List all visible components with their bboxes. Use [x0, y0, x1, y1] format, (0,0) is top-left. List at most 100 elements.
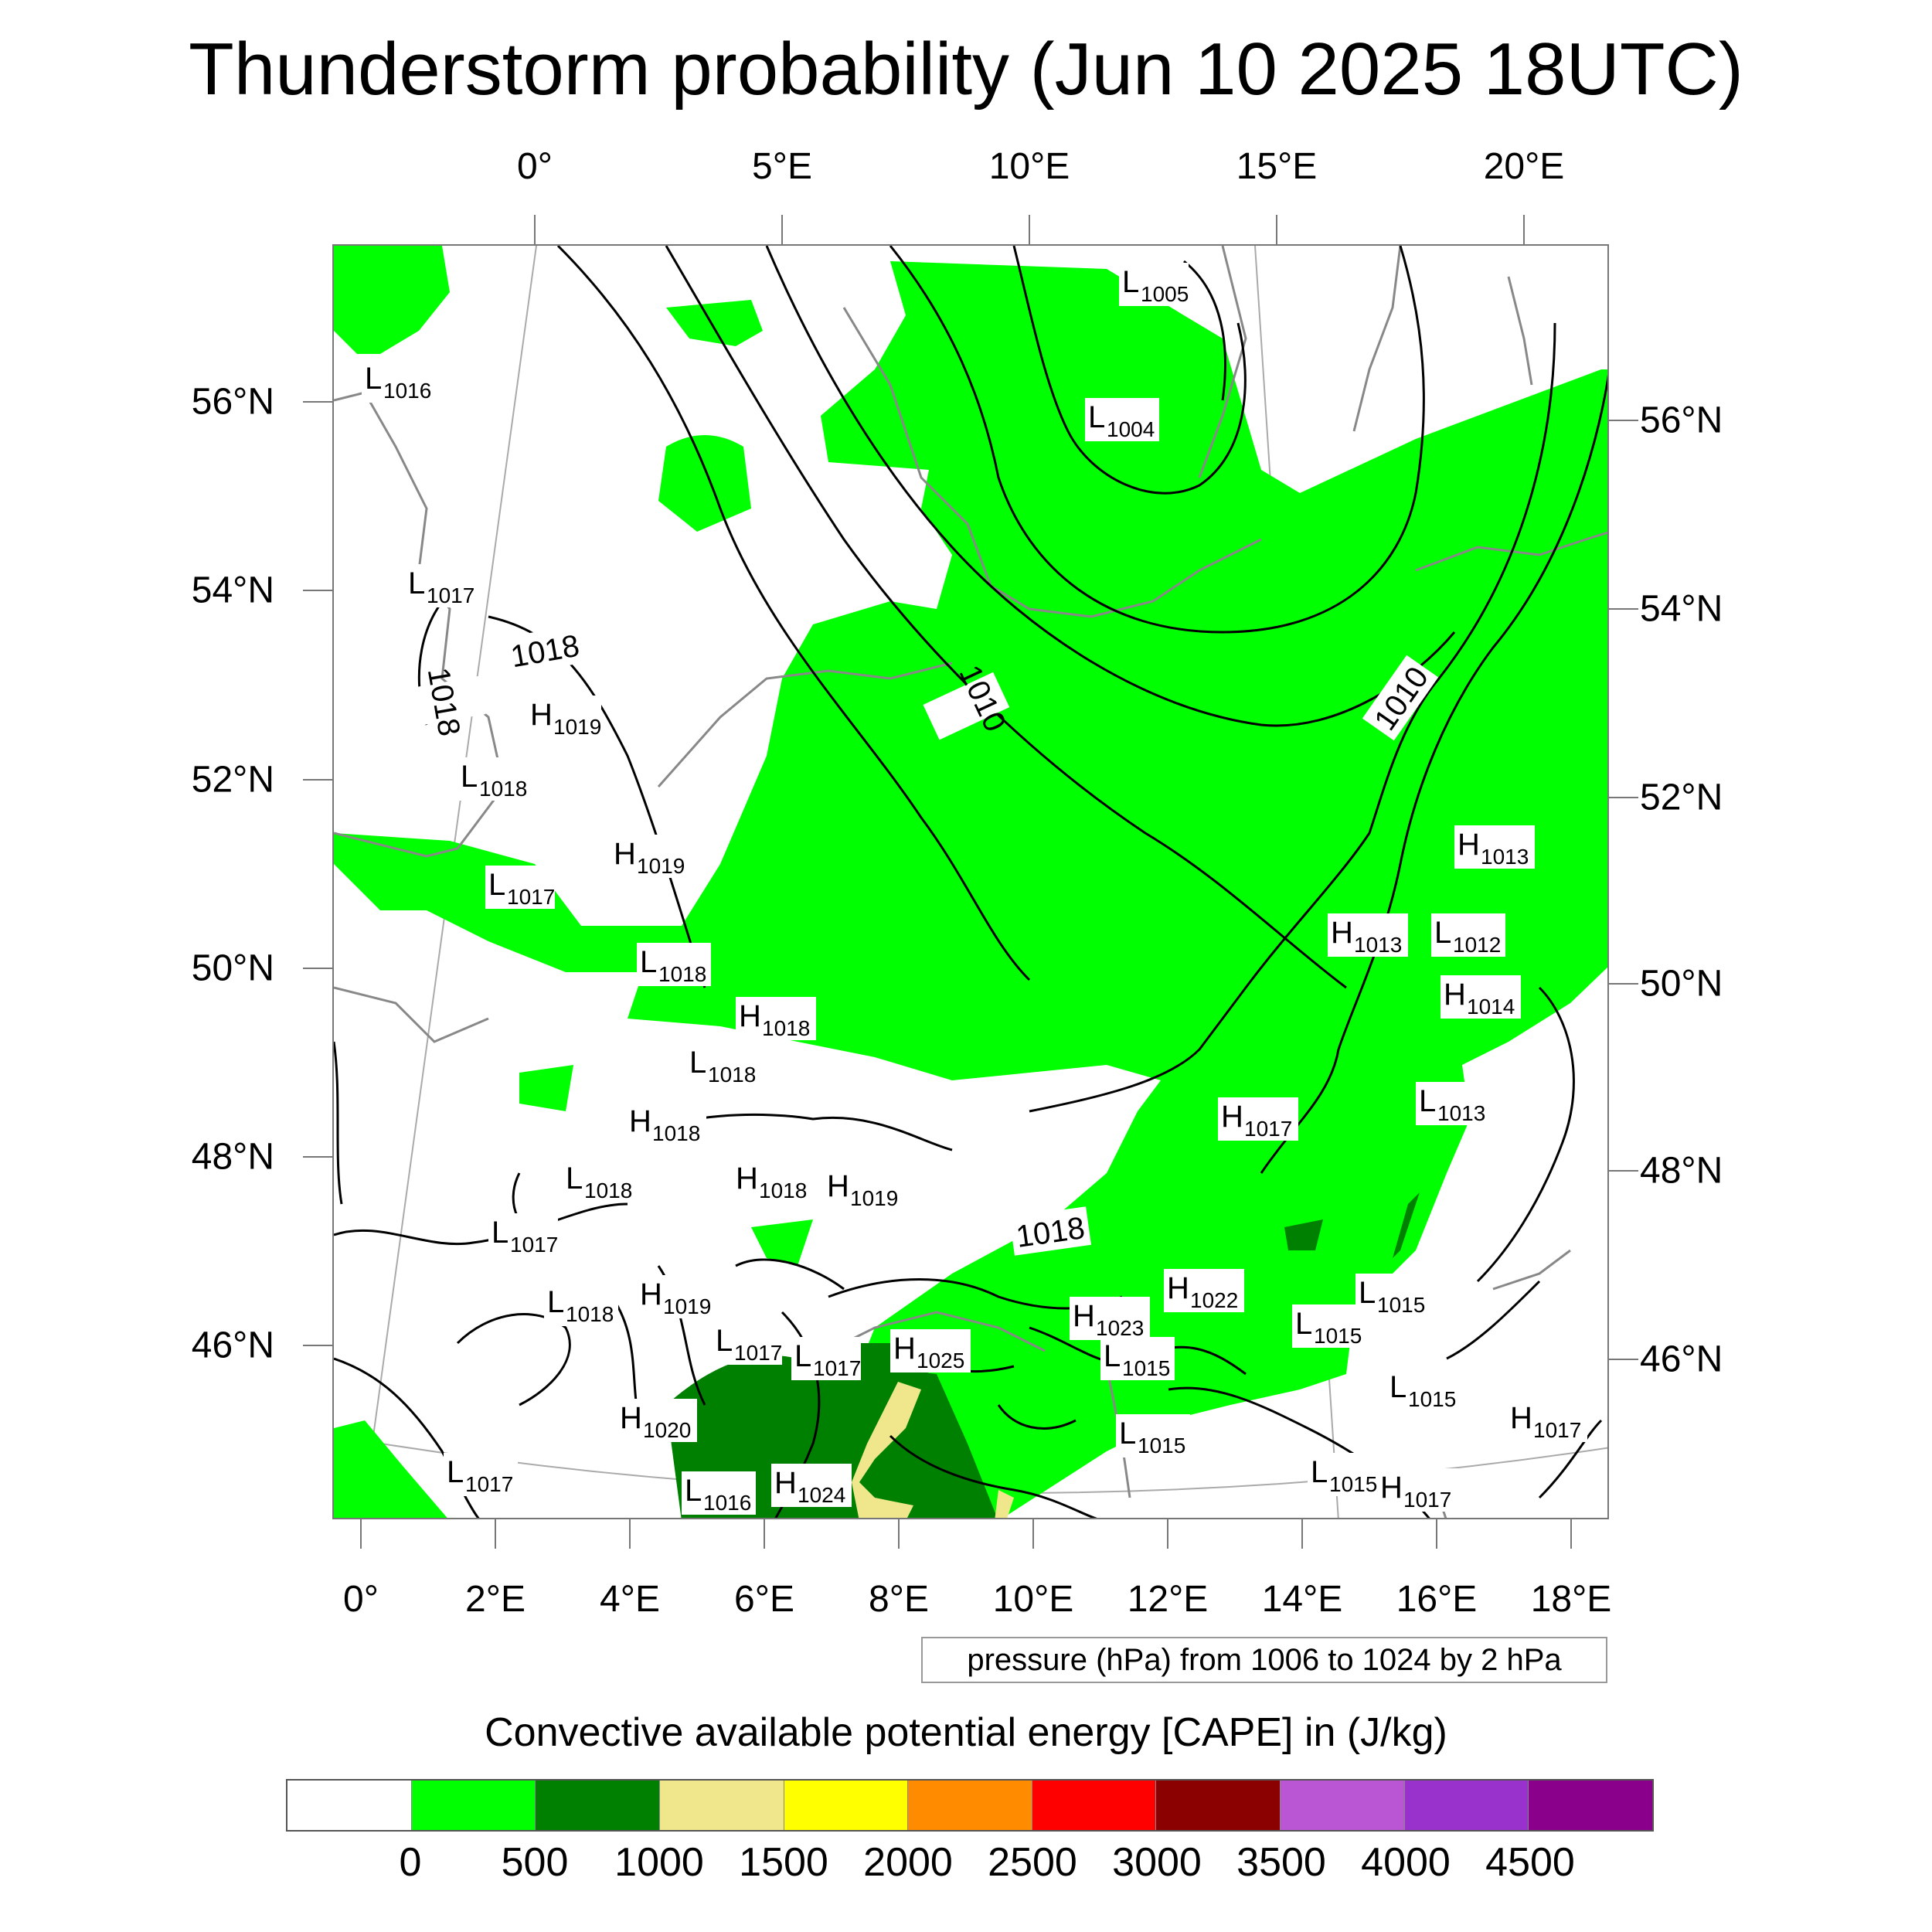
left-lat-label: 50°N — [191, 947, 274, 989]
isobar — [889, 246, 1425, 634]
pressure-center-label: H — [739, 999, 761, 1033]
top-lon-label: 20°E — [1483, 146, 1565, 187]
pressure-center-value: 1015 — [1329, 1472, 1377, 1496]
colorbar-swatch — [1403, 1781, 1529, 1830]
pressure-center-value: 1018 — [708, 1063, 756, 1087]
pressure-center-value: 1023 — [1096, 1316, 1144, 1340]
top-tick — [1029, 215, 1030, 244]
pressure-centers: L 1005 L 1016 L 1004 L 1017 H 1019 L 1018 H 101… — [362, 263, 1587, 1515]
top-lon-label: 15°E — [1236, 146, 1318, 187]
pressure-center-label: L — [547, 1285, 564, 1319]
cape-fill-low — [334, 246, 1607, 1518]
right-tick — [1609, 1359, 1638, 1360]
isobar — [1538, 1419, 1603, 1499]
pressure-center-value: 1020 — [643, 1418, 691, 1442]
pressure-center-value: 1017 — [1244, 1117, 1292, 1141]
pressure-center-label: H — [1167, 1271, 1189, 1305]
pressure-center-label: H — [1221, 1100, 1243, 1134]
coastline — [1507, 276, 1533, 386]
colorbar-label: 500 — [501, 1840, 569, 1885]
isobar — [334, 1202, 628, 1246]
top-lon-label: 0° — [517, 146, 553, 187]
coastline — [334, 391, 505, 858]
pressure-center-value: 1017 — [427, 583, 474, 607]
bottom-tick — [360, 1519, 362, 1549]
pressure-center-value: 1013 — [1481, 845, 1529, 869]
pressure-center-label: H — [640, 1277, 662, 1311]
pressure-center-value: 1014 — [1467, 995, 1515, 1019]
pressure-center-value: 1005 — [1141, 282, 1189, 306]
pressure-center-label: H — [774, 1466, 797, 1500]
pressure-center-value: 1015 — [1377, 1293, 1425, 1317]
legend-title: Convective available potential energy [C… — [485, 1710, 1447, 1755]
pressure-center-label: L — [689, 1046, 706, 1080]
pressure-center-label: H — [1380, 1471, 1403, 1505]
left-tick — [303, 401, 332, 403]
cape-fill-high — [852, 1382, 1014, 1518]
isobar — [556, 246, 1031, 981]
colorbar-label: 2000 — [863, 1840, 953, 1885]
colorbar-swatch — [1155, 1781, 1281, 1830]
map-plot-area[interactable]: 1018 1018 1010 1010 1018 L 1005 L 1016 L 10… — [332, 244, 1609, 1519]
pressure-center-label: L — [1359, 1276, 1376, 1310]
colorbar-swatch — [287, 1781, 411, 1830]
cape-area — [658, 435, 751, 532]
pressure-center-label: H — [629, 1104, 651, 1138]
cape-area — [334, 1420, 447, 1518]
colorbar-swatch — [410, 1781, 536, 1830]
cape-area — [995, 1490, 1014, 1518]
pressure-center-label: H — [893, 1332, 916, 1366]
pressure-center-value: 1017 — [510, 1233, 558, 1257]
pressure-center-label: H — [736, 1162, 758, 1196]
pressure-center-label: L — [365, 362, 382, 396]
isobar — [334, 1041, 343, 1205]
pressure-center-value: 1019 — [663, 1294, 711, 1318]
right-tick — [1609, 1170, 1638, 1172]
pressure-center-value: 1018 — [566, 1302, 614, 1326]
colorbar-label: 1000 — [614, 1840, 704, 1885]
cape-area — [852, 1382, 921, 1518]
bottom-tick — [1570, 1519, 1572, 1549]
pressure-center-value: 1017 — [465, 1472, 513, 1496]
bottom-lon-label: 6°E — [734, 1579, 794, 1620]
pressure-center-value: 1018 — [658, 962, 706, 986]
pressure-center-label: L — [488, 868, 505, 902]
bottom-tick — [764, 1519, 765, 1549]
colorbar-label: 4000 — [1361, 1840, 1451, 1885]
isobar — [765, 246, 1456, 727]
pressure-center-value: 1018 — [584, 1179, 632, 1202]
coastline — [1352, 246, 1402, 432]
pressure-center-label: L — [685, 1474, 702, 1508]
pressure-center-value: 1013 — [1437, 1101, 1485, 1125]
isobar — [889, 1434, 1097, 1518]
bottom-tick — [898, 1519, 900, 1549]
pressure-center-label: H — [827, 1169, 849, 1203]
right-lat-label: 48°N — [1640, 1150, 1723, 1192]
pressure-center-value: 1022 — [1190, 1288, 1238, 1312]
isobar — [735, 1258, 845, 1291]
top-tick — [781, 215, 783, 244]
bottom-lon-label: 2°E — [465, 1579, 526, 1620]
left-lat-label: 48°N — [191, 1136, 274, 1178]
chart-title: Thunderstorm probability (Jun 10 2025 18… — [189, 28, 1743, 111]
pressure-center-label: H — [620, 1401, 642, 1435]
pressure-center-label: L — [408, 566, 425, 600]
pressure-center-value: 1018 — [652, 1121, 700, 1145]
isobar — [1260, 374, 1607, 1174]
colorbar-swatch — [783, 1781, 908, 1830]
right-tick — [1609, 797, 1638, 798]
isobar — [1012, 246, 1247, 495]
coastline — [657, 662, 953, 787]
pressure-center-value: 1017 — [1533, 1418, 1581, 1442]
colorbar-label: 3000 — [1112, 1840, 1202, 1885]
right-tick — [1609, 983, 1638, 985]
pressure-center-label: L — [1104, 1339, 1121, 1373]
map-svg: 1018 1018 1010 1010 1018 L 1005 L 1016 L 10… — [334, 246, 1607, 1518]
pressure-center-value: 1015 — [1408, 1387, 1456, 1411]
cape-area — [519, 1065, 573, 1111]
pressure-center-label: L — [1088, 400, 1105, 434]
left-lat-label: 46°N — [191, 1325, 274, 1366]
left-tick — [303, 779, 332, 781]
colorbar-swatch — [1031, 1781, 1156, 1830]
cape-area — [666, 300, 763, 346]
